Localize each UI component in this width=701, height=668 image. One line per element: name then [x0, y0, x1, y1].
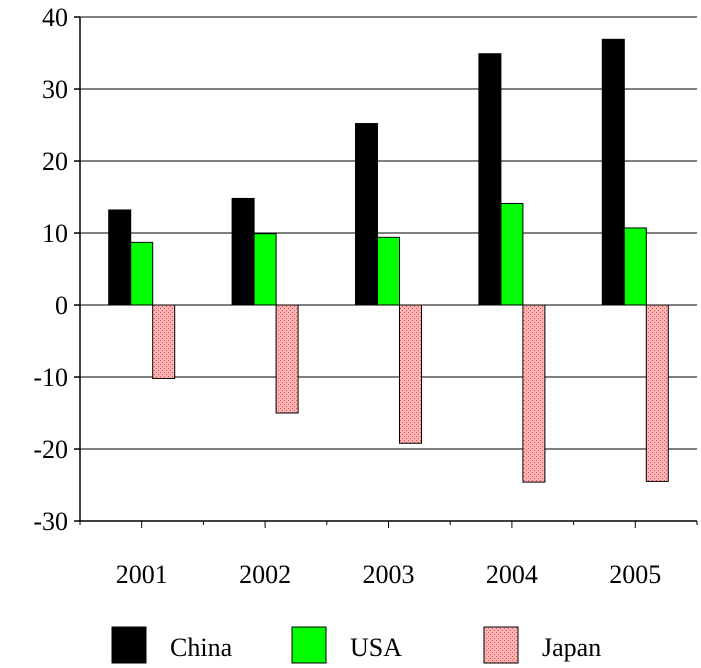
x-tick-label: 2004: [486, 560, 538, 589]
bar-usa-2001: [130, 241, 154, 306]
bar-usa-2003: [377, 236, 400, 306]
x-tick-label: 2005: [609, 560, 661, 589]
bar-china-2003: [355, 123, 378, 306]
bar-japan-2005: [645, 304, 669, 482]
plot-area: 40 30 20 10 0 -10 -20 -30 2001 2002 2003 2004 2005: [33, 3, 698, 589]
legend-swatch-japan: [483, 626, 519, 664]
y-tick-label: 10: [42, 219, 68, 248]
legend-label-japan: Japan: [542, 633, 601, 662]
legend-swatch-usa: [291, 626, 327, 664]
bar-japan-2004: [522, 304, 546, 483]
x-tick-label: 2003: [363, 560, 415, 589]
bar-china-2002: [231, 197, 255, 306]
bar-japan-2001: [152, 304, 176, 379]
bar-china-2001: [108, 209, 132, 306]
y-tick-label: -30: [33, 507, 68, 536]
bars: [108, 38, 669, 483]
y-tick-label: -20: [33, 435, 68, 464]
legend-item-usa: USA: [291, 626, 402, 664]
y-axis-ticks: 40 30 20 10 0 -10 -20 -30: [33, 3, 80, 536]
legend-swatch-china: [111, 626, 147, 664]
legend-label-usa: USA: [350, 633, 402, 662]
bar-usa-2004: [500, 202, 524, 306]
y-tick-label: 30: [42, 75, 68, 104]
legend: China USA Japan: [111, 626, 601, 664]
bar-japan-2002: [275, 304, 299, 414]
bar-china-2004: [478, 53, 502, 306]
y-tick-label: -10: [33, 363, 68, 392]
legend-item-china: China: [111, 626, 233, 664]
legend-label-china: China: [170, 633, 233, 662]
bar-usa-2002: [253, 233, 277, 306]
y-tick-label: 20: [42, 147, 68, 176]
bar-japan-2003: [399, 304, 422, 444]
bar-usa-2005: [623, 227, 647, 306]
y-tick-label: 40: [42, 3, 68, 32]
legend-item-japan: Japan: [483, 626, 601, 664]
x-axis-ticks: 2001 2002 2003 2004 2005: [79, 521, 698, 589]
x-tick-label: 2002: [239, 560, 291, 589]
y-tick-label: 0: [55, 291, 68, 320]
bar-china-2005: [601, 38, 625, 306]
x-tick-label: 2001: [116, 560, 168, 589]
